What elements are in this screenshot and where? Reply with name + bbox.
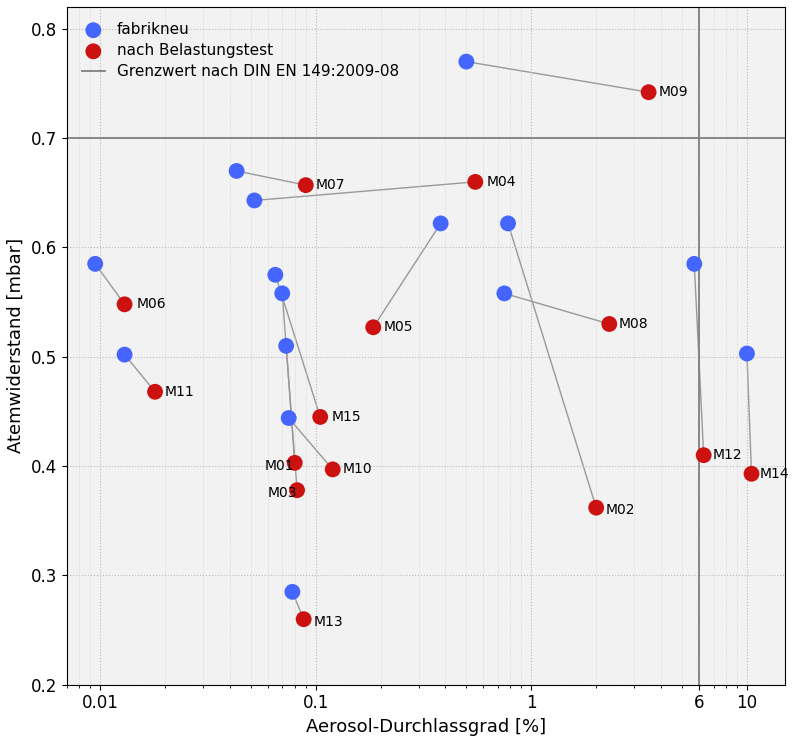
- nach Belastungstest: [469, 176, 482, 188]
- fabrikneu: [498, 288, 510, 299]
- Text: M15: M15: [331, 410, 361, 424]
- X-axis label: Aerosol-Durchlassgrad [%]: Aerosol-Durchlassgrad [%]: [306, 718, 546, 736]
- fabrikneu: [282, 412, 295, 424]
- Text: M02: M02: [606, 503, 635, 517]
- nach Belastungstest: [299, 179, 312, 191]
- nach Belastungstest: [288, 457, 301, 469]
- Text: M12: M12: [713, 448, 742, 462]
- nach Belastungstest: [367, 321, 380, 333]
- Text: M09: M09: [658, 85, 688, 100]
- Grenzwert nach DIN EN 149:2009-08: [526, 134, 536, 143]
- Text: M08: M08: [619, 317, 649, 331]
- Text: M13: M13: [314, 615, 343, 629]
- Text: M14: M14: [760, 467, 790, 481]
- Text: M03: M03: [268, 487, 298, 501]
- Text: M06: M06: [137, 297, 166, 311]
- nach Belastungstest: [298, 613, 310, 625]
- fabrikneu: [286, 586, 298, 598]
- nach Belastungstest: [603, 318, 616, 330]
- nach Belastungstest: [326, 464, 339, 476]
- fabrikneu: [502, 218, 514, 230]
- Text: M05: M05: [384, 320, 414, 334]
- Text: M10: M10: [342, 462, 372, 476]
- Text: M01: M01: [265, 459, 294, 473]
- fabrikneu: [688, 258, 701, 270]
- fabrikneu: [280, 340, 293, 351]
- Text: M04: M04: [486, 175, 516, 189]
- nach Belastungstest: [590, 502, 602, 513]
- fabrikneu: [230, 165, 243, 177]
- nach Belastungstest: [698, 450, 710, 461]
- fabrikneu: [460, 56, 473, 68]
- fabrikneu: [248, 195, 261, 207]
- fabrikneu: [118, 348, 131, 360]
- fabrikneu: [89, 258, 102, 270]
- Text: M07: M07: [316, 178, 345, 192]
- nach Belastungstest: [642, 86, 655, 98]
- nach Belastungstest: [290, 484, 303, 496]
- fabrikneu: [276, 288, 289, 299]
- nach Belastungstest: [314, 411, 326, 423]
- fabrikneu: [741, 348, 754, 360]
- Text: M11: M11: [165, 385, 194, 399]
- Legend: fabrikneu, nach Belastungstest, Grenzwert nach DIN EN 149:2009-08: fabrikneu, nach Belastungstest, Grenzwer…: [74, 15, 406, 87]
- nach Belastungstest: [745, 468, 758, 480]
- fabrikneu: [269, 269, 282, 281]
- Y-axis label: Atemwiderstand [mbar]: Atemwiderstand [mbar]: [7, 239, 25, 453]
- nach Belastungstest: [149, 386, 162, 398]
- nach Belastungstest: [118, 299, 131, 311]
- fabrikneu: [434, 218, 447, 230]
